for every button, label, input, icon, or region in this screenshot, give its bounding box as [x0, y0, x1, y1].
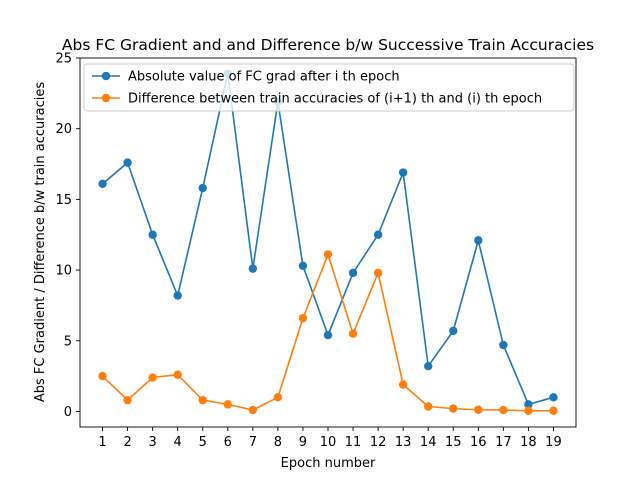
data-point	[524, 400, 533, 409]
x-tick-label: 4	[174, 435, 182, 450]
y-axis-label: Abs FC Gradient / Difference b/w train a…	[33, 82, 48, 402]
data-point	[449, 404, 458, 413]
data-point	[398, 168, 408, 177]
legend-box	[83, 63, 575, 112]
x-axis-label: Epoch number	[281, 456, 376, 471]
data-point	[273, 393, 283, 402]
data-point	[474, 236, 483, 245]
x-tick-label: 7	[249, 435, 257, 450]
x-tick-label: 5	[199, 435, 207, 450]
data-point	[298, 313, 308, 323]
x-tick-label: 10	[320, 435, 337, 450]
data-point	[449, 326, 458, 336]
x-tick-label: 16	[470, 435, 487, 450]
data-point	[348, 329, 358, 338]
data-point	[474, 405, 483, 414]
series-layer	[98, 69, 558, 415]
y-axis: 0 5 10 15 20 25	[55, 52, 80, 420]
data-point	[323, 250, 333, 259]
x-tick-label: 6	[224, 435, 232, 450]
x-tick-label: 15	[445, 435, 462, 450]
data-point	[123, 395, 132, 405]
y-tick-label: 0	[64, 405, 72, 420]
data-point	[323, 330, 333, 340]
data-point	[348, 268, 358, 278]
data-point	[173, 291, 182, 300]
y-tick-label: 25	[55, 52, 72, 67]
data-point	[549, 393, 558, 402]
legend-entry: Absolute value of FC grad after i th epo…	[92, 70, 400, 85]
data-point	[524, 406, 533, 415]
data-point	[424, 362, 433, 371]
x-tick-label: 12	[370, 435, 387, 450]
x-tick-label: 8	[274, 435, 282, 450]
data-point	[248, 405, 258, 415]
x-tick-label: 3	[149, 435, 157, 450]
data-point	[373, 268, 383, 278]
x-tick-label: 11	[345, 435, 362, 450]
data-point	[549, 406, 558, 415]
x-axis: 1 2 3 4 5 6 7 8 9 10 11 12 13 14 15 16 17 18 19	[98, 427, 562, 450]
data-point	[223, 400, 232, 409]
legend-label: Difference between train accuracies of (…	[128, 92, 542, 107]
y-tick-label: 10	[55, 264, 72, 279]
legend-entry: Difference between train accuracies of (…	[92, 92, 542, 107]
x-tick-label: 19	[545, 435, 562, 450]
data-point	[373, 230, 383, 239]
legend: Absolute value of FC grad after i th epo…	[83, 63, 575, 112]
x-tick-label: 2	[123, 435, 131, 450]
data-point	[499, 405, 508, 415]
x-tick-label: 18	[520, 435, 537, 450]
data-point	[123, 158, 132, 167]
data-point	[398, 380, 408, 389]
chart-title: Abs FC Gradient and and Difference b/w S…	[62, 36, 594, 54]
x-tick-label: 1	[98, 435, 106, 450]
x-tick-label: 9	[299, 435, 307, 450]
legend-marker	[101, 93, 111, 103]
data-point	[424, 402, 433, 411]
y-tick-label: 15	[55, 193, 72, 208]
y-tick-label: 20	[55, 122, 72, 137]
data-point	[198, 183, 207, 193]
legend-label: Absolute value of FC grad after i th epo…	[128, 70, 400, 85]
data-point	[248, 264, 258, 273]
data-point	[298, 261, 308, 271]
x-tick-label: 14	[420, 435, 437, 450]
y-tick-label: 5	[64, 334, 72, 349]
data-point	[98, 371, 107, 381]
data-point	[98, 179, 107, 189]
data-point	[173, 370, 182, 379]
data-point	[198, 395, 207, 405]
series-2	[98, 250, 558, 415]
data-point	[148, 230, 157, 239]
data-point	[148, 373, 157, 382]
legend-marker	[101, 71, 111, 81]
data-point	[499, 340, 508, 350]
x-tick-label: 17	[495, 435, 512, 450]
x-tick-label: 13	[395, 435, 412, 450]
